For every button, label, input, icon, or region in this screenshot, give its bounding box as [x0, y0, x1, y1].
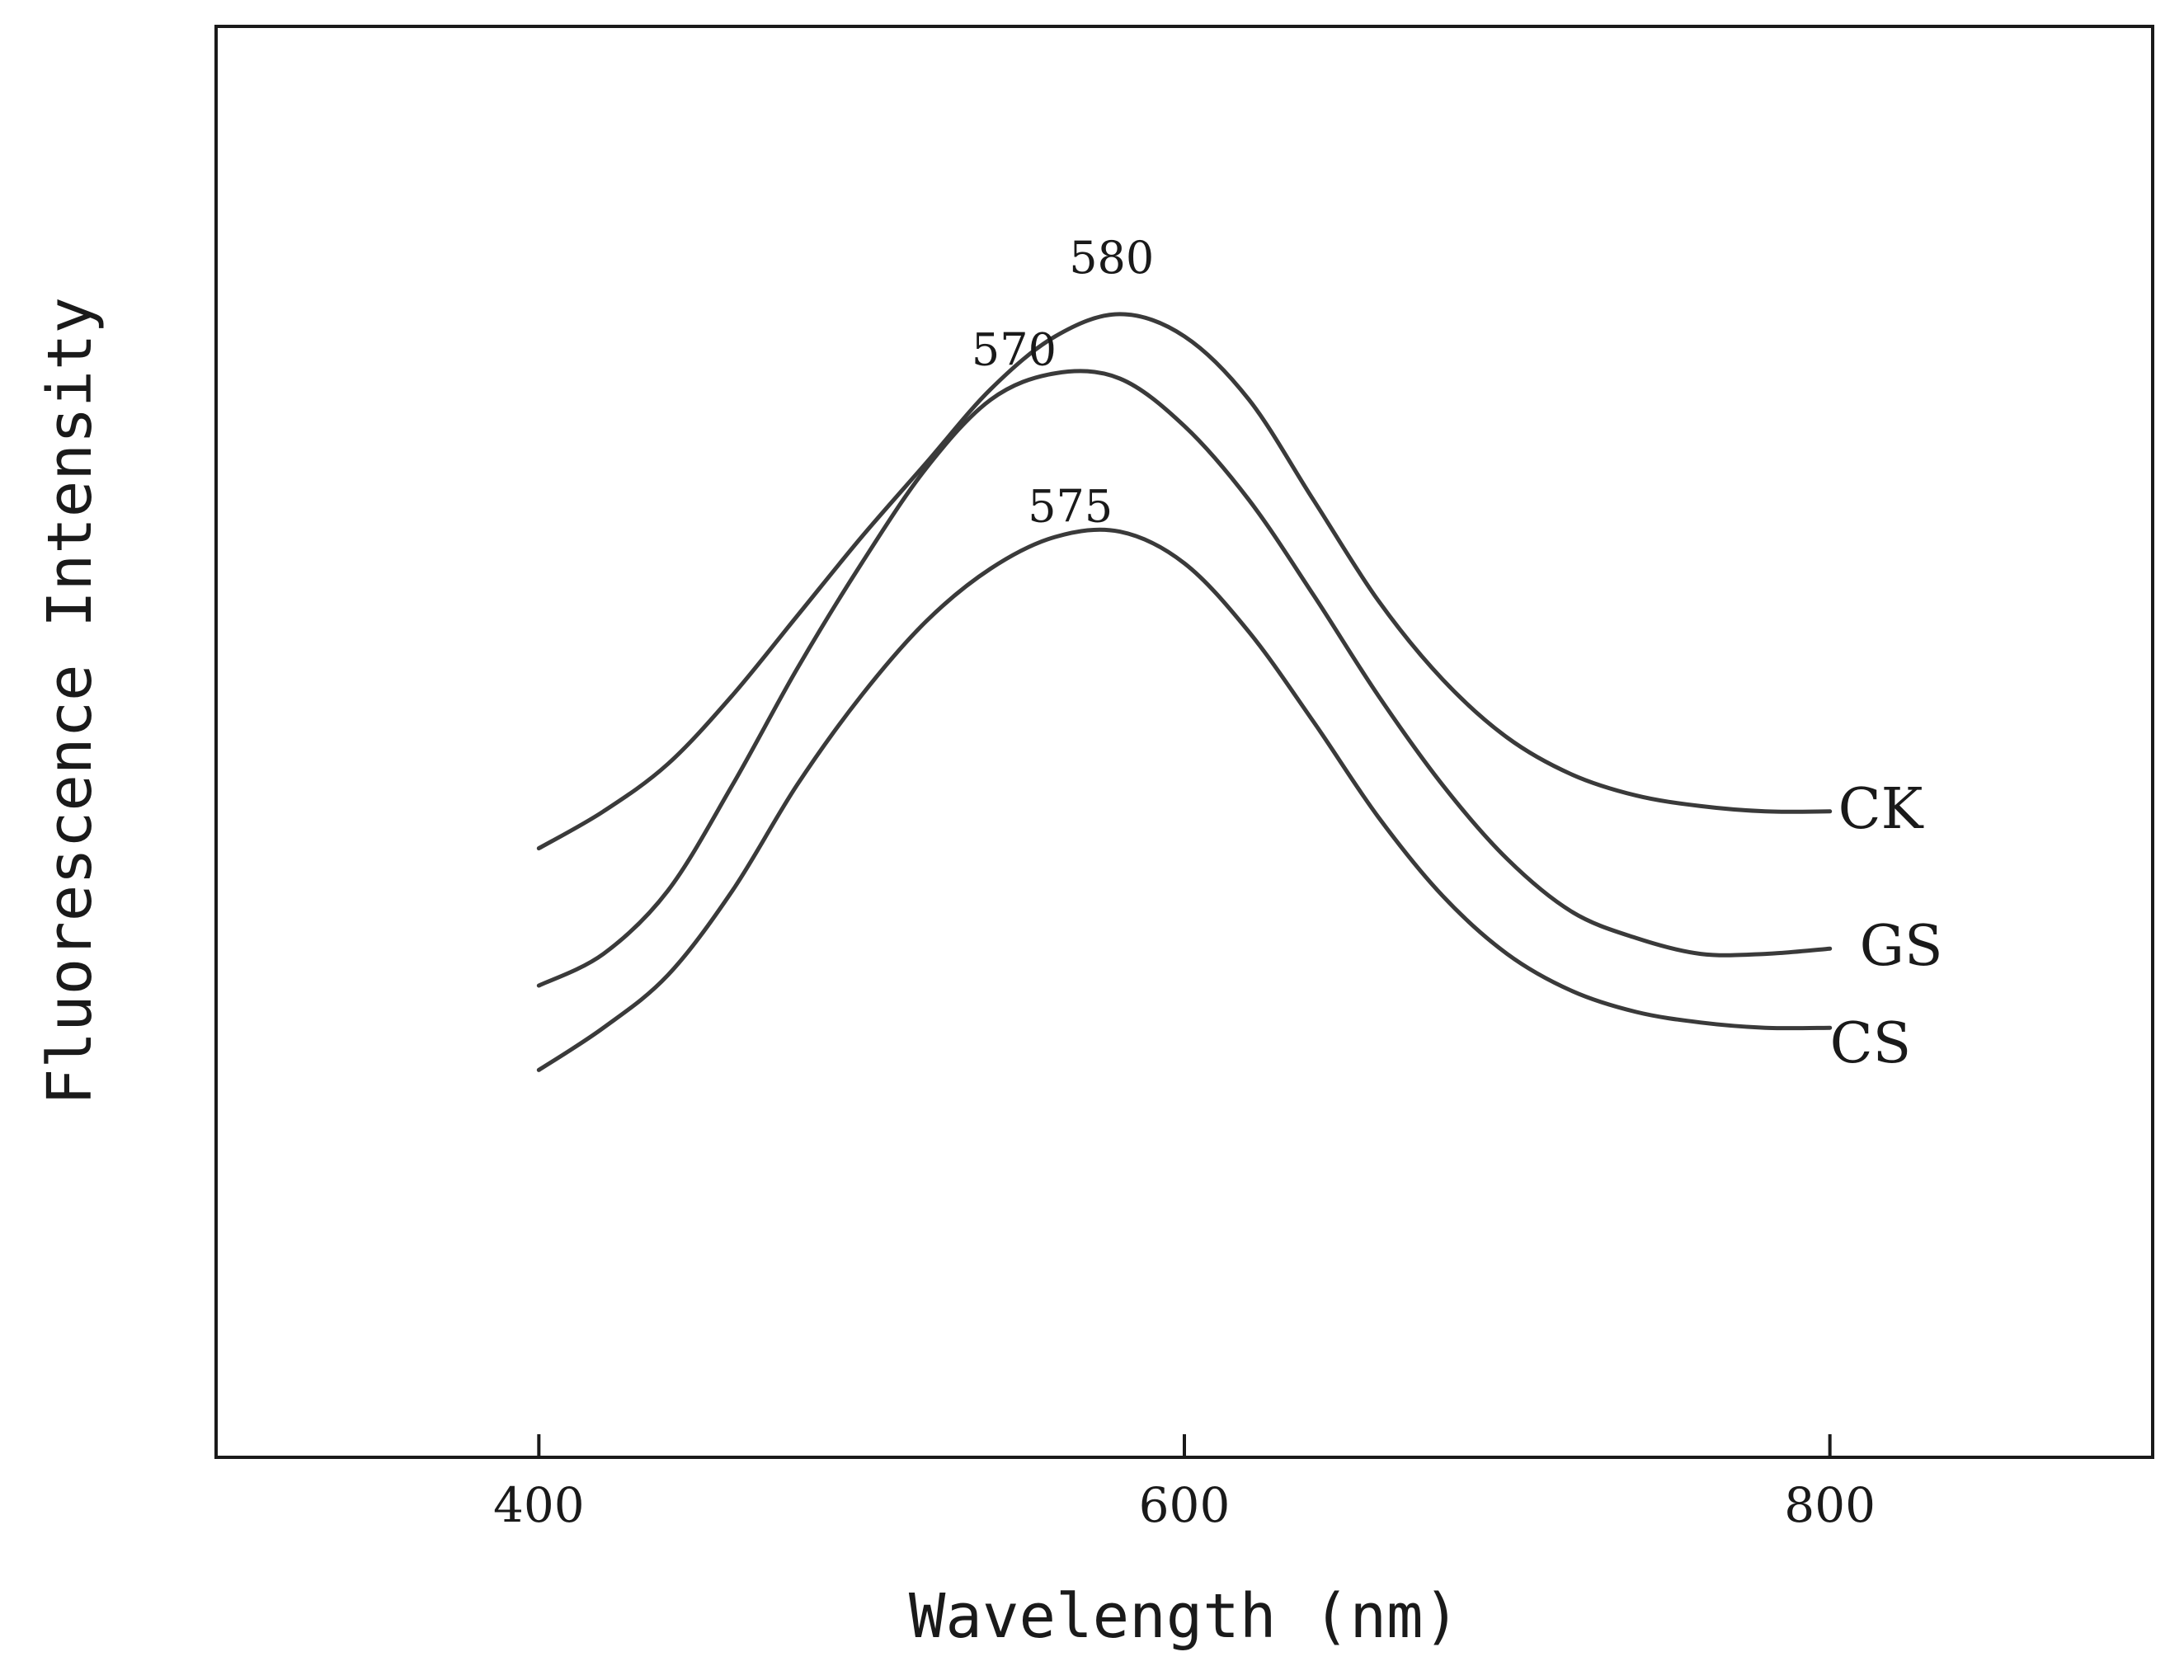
x-axis-ticks: 400 600 800: [493, 1434, 1876, 1533]
series-line-gs: [536, 369, 1833, 988]
series-label-gs: GS: [1860, 914, 1943, 979]
peak-label-gs: 570: [972, 324, 1057, 376]
series-label-ck: CK: [1838, 777, 1924, 842]
series-layer: 580 CK 570 GS 575 CS: [536, 232, 1943, 1076]
x-tick-label-600: 600: [1139, 1477, 1231, 1533]
peak-label-ck: 580: [1069, 232, 1154, 284]
series-line-ck: [536, 312, 1833, 851]
x-axis-title: Wavelength (nm): [909, 1581, 1460, 1652]
y-axis-title: Fluorescence Intensity: [35, 297, 106, 1105]
peak-label-cs: 575: [1028, 481, 1113, 533]
plot-frame: [214, 25, 2154, 1459]
series-label-cs: CS: [1830, 1011, 1912, 1076]
series-line-cs: [536, 527, 1833, 1072]
x-tick-label-400: 400: [493, 1477, 585, 1533]
x-tick-label-800: 800: [1784, 1477, 1876, 1533]
